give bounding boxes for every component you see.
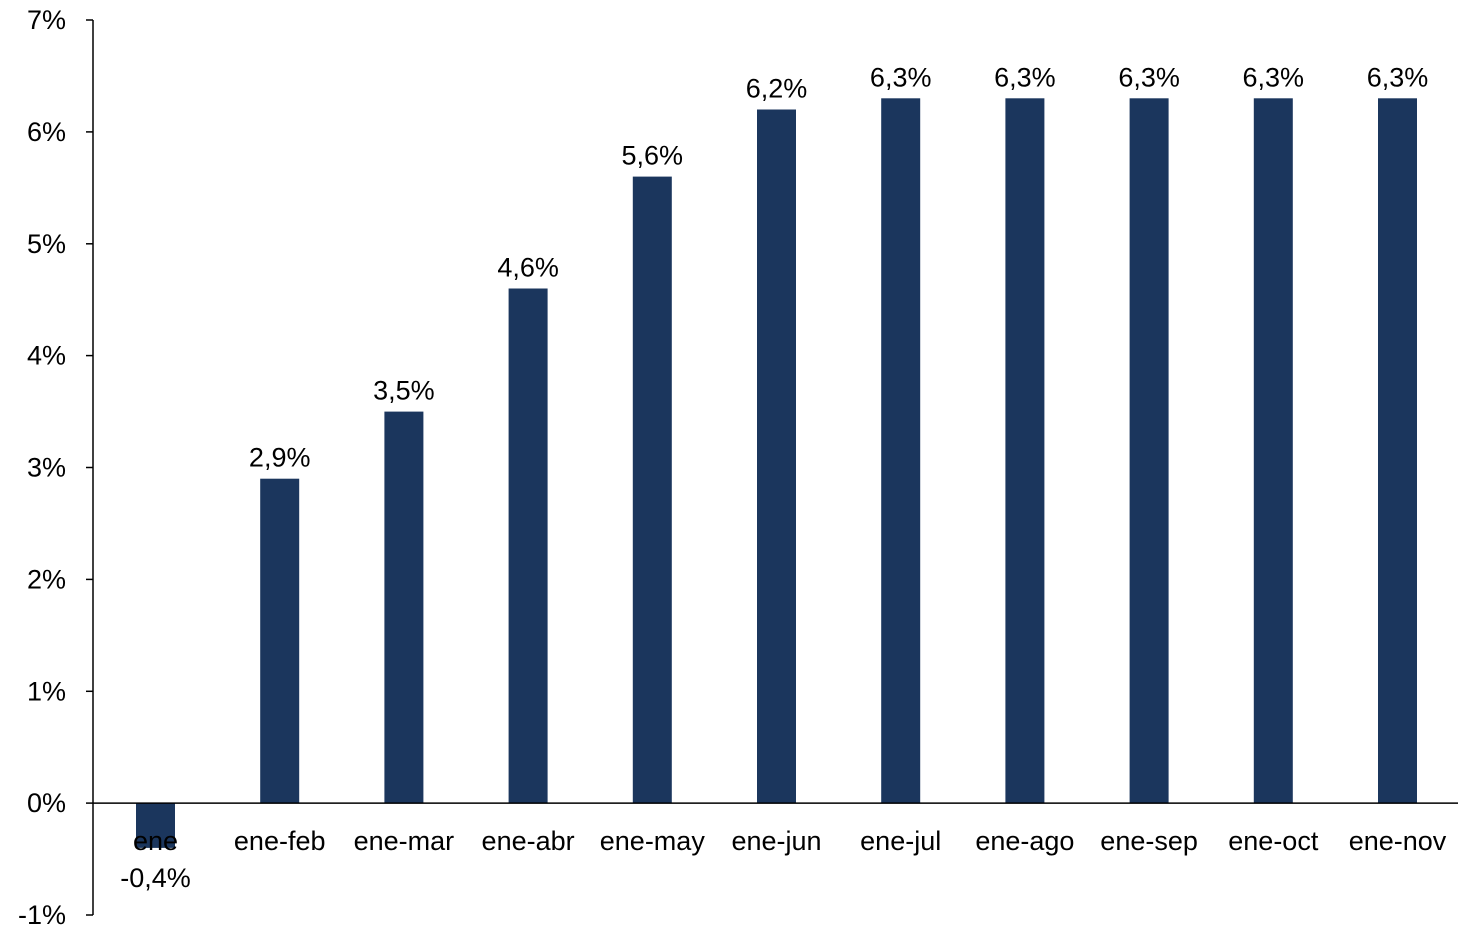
x-category-label: ene-abr bbox=[482, 826, 575, 856]
y-tick-label: 2% bbox=[27, 564, 66, 594]
x-category-label: ene-feb bbox=[234, 826, 326, 856]
y-tick-label: 0% bbox=[27, 788, 66, 818]
x-category-label: ene-may bbox=[600, 826, 706, 856]
x-category-label: ene-jun bbox=[731, 826, 821, 856]
x-category-label: ene-nov bbox=[1349, 826, 1447, 856]
y-tick-label: 5% bbox=[27, 229, 66, 259]
data-label: 4,6% bbox=[497, 253, 559, 283]
bar bbox=[1253, 98, 1293, 804]
data-label: -0,4% bbox=[120, 863, 191, 893]
x-category-label: ene-sep bbox=[1100, 826, 1198, 856]
data-label: 6,3% bbox=[870, 62, 932, 92]
bar bbox=[384, 411, 424, 804]
x-category-label: ene-oct bbox=[1228, 826, 1319, 856]
data-label: 6,3% bbox=[1118, 62, 1180, 92]
bar bbox=[632, 176, 672, 804]
bars-group bbox=[136, 98, 1417, 848]
data-label: 6,3% bbox=[994, 62, 1056, 92]
y-axis: -1% 0% 1% 2% 3% 4% 5% 6% 7% bbox=[18, 5, 94, 927]
category-labels-group: ene ene-feb ene-mar ene-abr ene-may ene-jun en… bbox=[133, 826, 1447, 856]
y-tick-label: 6% bbox=[27, 117, 66, 147]
bar bbox=[508, 288, 548, 804]
data-label: 6,2% bbox=[746, 74, 808, 104]
bar bbox=[881, 98, 921, 804]
data-labels-group: -0,4% 2,9% 3,5% 4,6% 5,6% 6,2% 6,3% 6,3% 6,3% 6,3… bbox=[120, 62, 1428, 893]
y-tick-label: -1% bbox=[18, 900, 66, 927]
bar bbox=[260, 478, 300, 804]
x-category-label: ene-ago bbox=[975, 826, 1074, 856]
bar bbox=[1129, 98, 1169, 804]
y-tick-label: 1% bbox=[27, 676, 66, 706]
data-label: 2,9% bbox=[249, 443, 311, 473]
bar bbox=[1378, 98, 1417, 804]
bar bbox=[1005, 98, 1045, 804]
bar bbox=[136, 803, 175, 848]
data-label: 6,3% bbox=[1243, 62, 1305, 92]
bar bbox=[757, 109, 796, 804]
y-tick-label: 3% bbox=[27, 453, 66, 483]
x-category-label: ene bbox=[133, 826, 178, 856]
y-tick-label: 4% bbox=[27, 341, 66, 371]
x-category-label: ene-jul bbox=[860, 826, 941, 856]
data-label: 5,6% bbox=[622, 141, 684, 171]
y-tick-label: 7% bbox=[27, 5, 66, 35]
data-label: 3,5% bbox=[373, 376, 435, 406]
data-label: 6,3% bbox=[1367, 62, 1429, 92]
x-category-label: ene-mar bbox=[354, 826, 455, 856]
